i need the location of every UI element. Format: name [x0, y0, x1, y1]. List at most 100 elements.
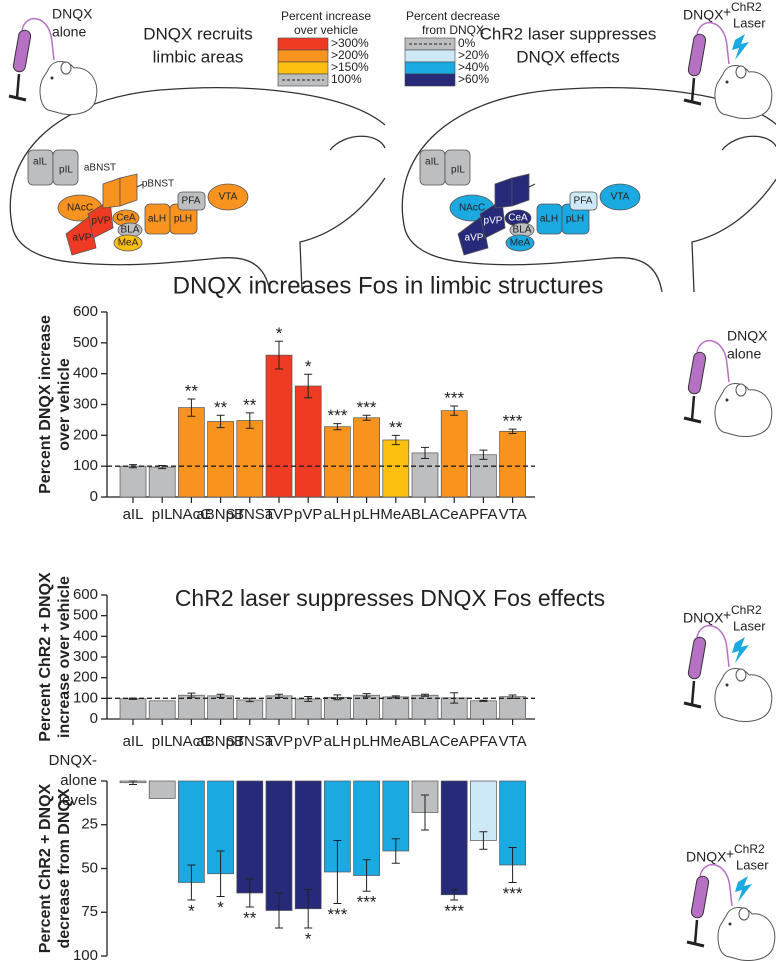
region-label: VTA: [219, 192, 238, 203]
rat-eye: [725, 80, 729, 84]
rat-ear: [735, 383, 747, 397]
error-bar: [216, 850, 225, 897]
x-tick-label: pIL: [152, 506, 173, 523]
x-tick-label: aLH: [324, 733, 352, 750]
brain-region: [52, 149, 79, 186]
significance: *: [276, 324, 283, 343]
region-label: pBNST: [142, 179, 174, 190]
icon-label: Laser: [736, 857, 769, 872]
error-bar: [508, 428, 517, 434]
region-label: NAcC: [459, 203, 485, 214]
icon-label: Laser: [733, 618, 766, 633]
probe: [687, 351, 707, 395]
legend-label: 0%: [458, 36, 476, 50]
probe: [687, 636, 707, 680]
bar: [499, 430, 526, 498]
significance: ***: [444, 901, 464, 920]
y-tick-label: 400: [73, 365, 98, 382]
legend-swatch: [277, 49, 329, 63]
significance: **: [389, 418, 403, 437]
brain-outline: [9, 87, 386, 293]
error-bar: [275, 693, 283, 699]
error-bar: [421, 794, 429, 831]
y-tick-label: 75: [81, 903, 98, 920]
y-axis-label: decrease from DNQX: [56, 788, 73, 948]
x-tick-label: pBNST: [226, 733, 274, 750]
x-tick-label: pVP: [294, 506, 322, 523]
error-bar: [245, 412, 254, 429]
x-tick-label: VTA: [499, 506, 527, 523]
error-bar: [333, 694, 342, 701]
region-label: MeA: [510, 238, 531, 249]
significance: ***: [327, 905, 347, 924]
x-tick-label: VTA: [499, 733, 527, 750]
legend-title: Percent decrease: [406, 9, 500, 23]
icon-label: Laser: [733, 15, 766, 30]
significance: **: [185, 381, 199, 400]
legend-swatch: [404, 61, 456, 75]
rat-ear: [60, 61, 72, 75]
region-label: PFA: [182, 196, 201, 207]
rat-ear: [735, 65, 747, 79]
region-label: aVP: [73, 233, 92, 244]
error-bar: [450, 405, 459, 416]
region-label: aLH: [540, 214, 558, 225]
x-tick-label: NAcC: [172, 733, 211, 750]
error-bar: [362, 693, 371, 698]
x-tick-label: CeA: [440, 506, 469, 523]
error-bar: [333, 840, 342, 904]
x-tick-label: PFA: [469, 506, 497, 523]
icon-label: DNQX: [52, 6, 93, 22]
legend-title: Percent increase: [281, 9, 371, 23]
error-bar: [479, 699, 488, 702]
rat-ear: [738, 907, 750, 921]
region-label: aLH: [148, 214, 166, 225]
x-tick-label: aBNST: [196, 506, 244, 523]
rat: [683, 21, 773, 119]
error-bar: [391, 838, 400, 864]
region-label: pIL: [451, 165, 465, 176]
probe-wire: [696, 624, 730, 668]
significance: ***: [327, 406, 347, 425]
significance: *: [305, 929, 312, 948]
rat: [683, 339, 773, 437]
probe-handle: [15, 73, 21, 99]
y-tick-label: 200: [73, 669, 98, 686]
x-tick-label: MeA: [380, 733, 411, 750]
y-tick-label: DNQX-alone levels: [48, 752, 97, 809]
icon-label: DNQX: [683, 7, 724, 23]
probe-handle: [683, 701, 702, 709]
brain-region: [119, 173, 138, 207]
icon-label: alone: [52, 24, 86, 40]
bar: [236, 420, 264, 498]
y-tick-label: 100: [73, 689, 98, 706]
brain-region: [569, 191, 598, 211]
region-label: PFA: [574, 196, 593, 207]
error-bar: [362, 859, 371, 892]
legend-label: >40%: [458, 60, 489, 74]
region-label: aIL: [33, 157, 47, 168]
icon-label: DNQX: [686, 849, 727, 865]
probe-handle: [8, 94, 27, 102]
bar: [119, 465, 147, 498]
y-tick-label: 100: [73, 457, 98, 474]
x-tick-label: CeA: [440, 733, 469, 750]
legend-label: >200%: [331, 48, 369, 62]
rat-eye: [50, 76, 54, 80]
brain-region: [102, 177, 121, 209]
region-label: pLH: [174, 214, 192, 225]
bar: [265, 354, 293, 498]
icon-label: alone: [727, 346, 761, 362]
icon-label: ChR2: [731, 0, 762, 14]
significance: ***: [357, 893, 377, 912]
bar: [178, 407, 205, 498]
legend-label: >300%: [331, 36, 369, 50]
region-label: pIL: [59, 165, 73, 176]
rat-icon: DNQX alone: [8, 6, 98, 115]
bar: [411, 452, 439, 498]
bar: [119, 698, 147, 720]
icon-label: +: [723, 4, 731, 20]
